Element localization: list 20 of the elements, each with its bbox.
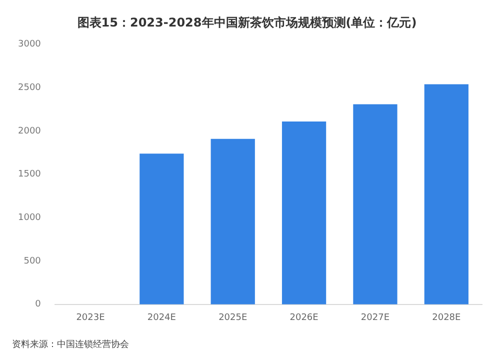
y-tick-label: 3000 <box>18 40 42 50</box>
chart-title: 图表15：2023-2028年中国新茶饮市场规模预测(单位：亿元) <box>77 15 417 30</box>
x-tick-label: 2027E <box>360 313 390 324</box>
bar <box>353 104 398 304</box>
x-tick-label: 2024E <box>147 313 176 324</box>
bar <box>140 154 184 304</box>
x-tick-label: 2026E <box>290 313 319 324</box>
bar <box>282 122 326 304</box>
bar <box>424 84 468 304</box>
x-tick-label: 2025E <box>218 313 248 324</box>
y-tick-label: 1500 <box>18 170 42 180</box>
y-tick-label: 0 <box>35 300 42 310</box>
text: 资料来源：中国连锁经营协会 <box>12 338 129 350</box>
y-tick-label: 500 <box>24 256 42 266</box>
x-tick-label: 2023E <box>76 313 106 324</box>
bar <box>210 138 255 304</box>
y-tick-label: 1000 <box>18 213 42 224</box>
x-tick-label: 2028E <box>432 313 462 324</box>
y-tick-label: 2500 <box>18 83 42 94</box>
y-tick-label: 2000 <box>18 126 42 136</box>
